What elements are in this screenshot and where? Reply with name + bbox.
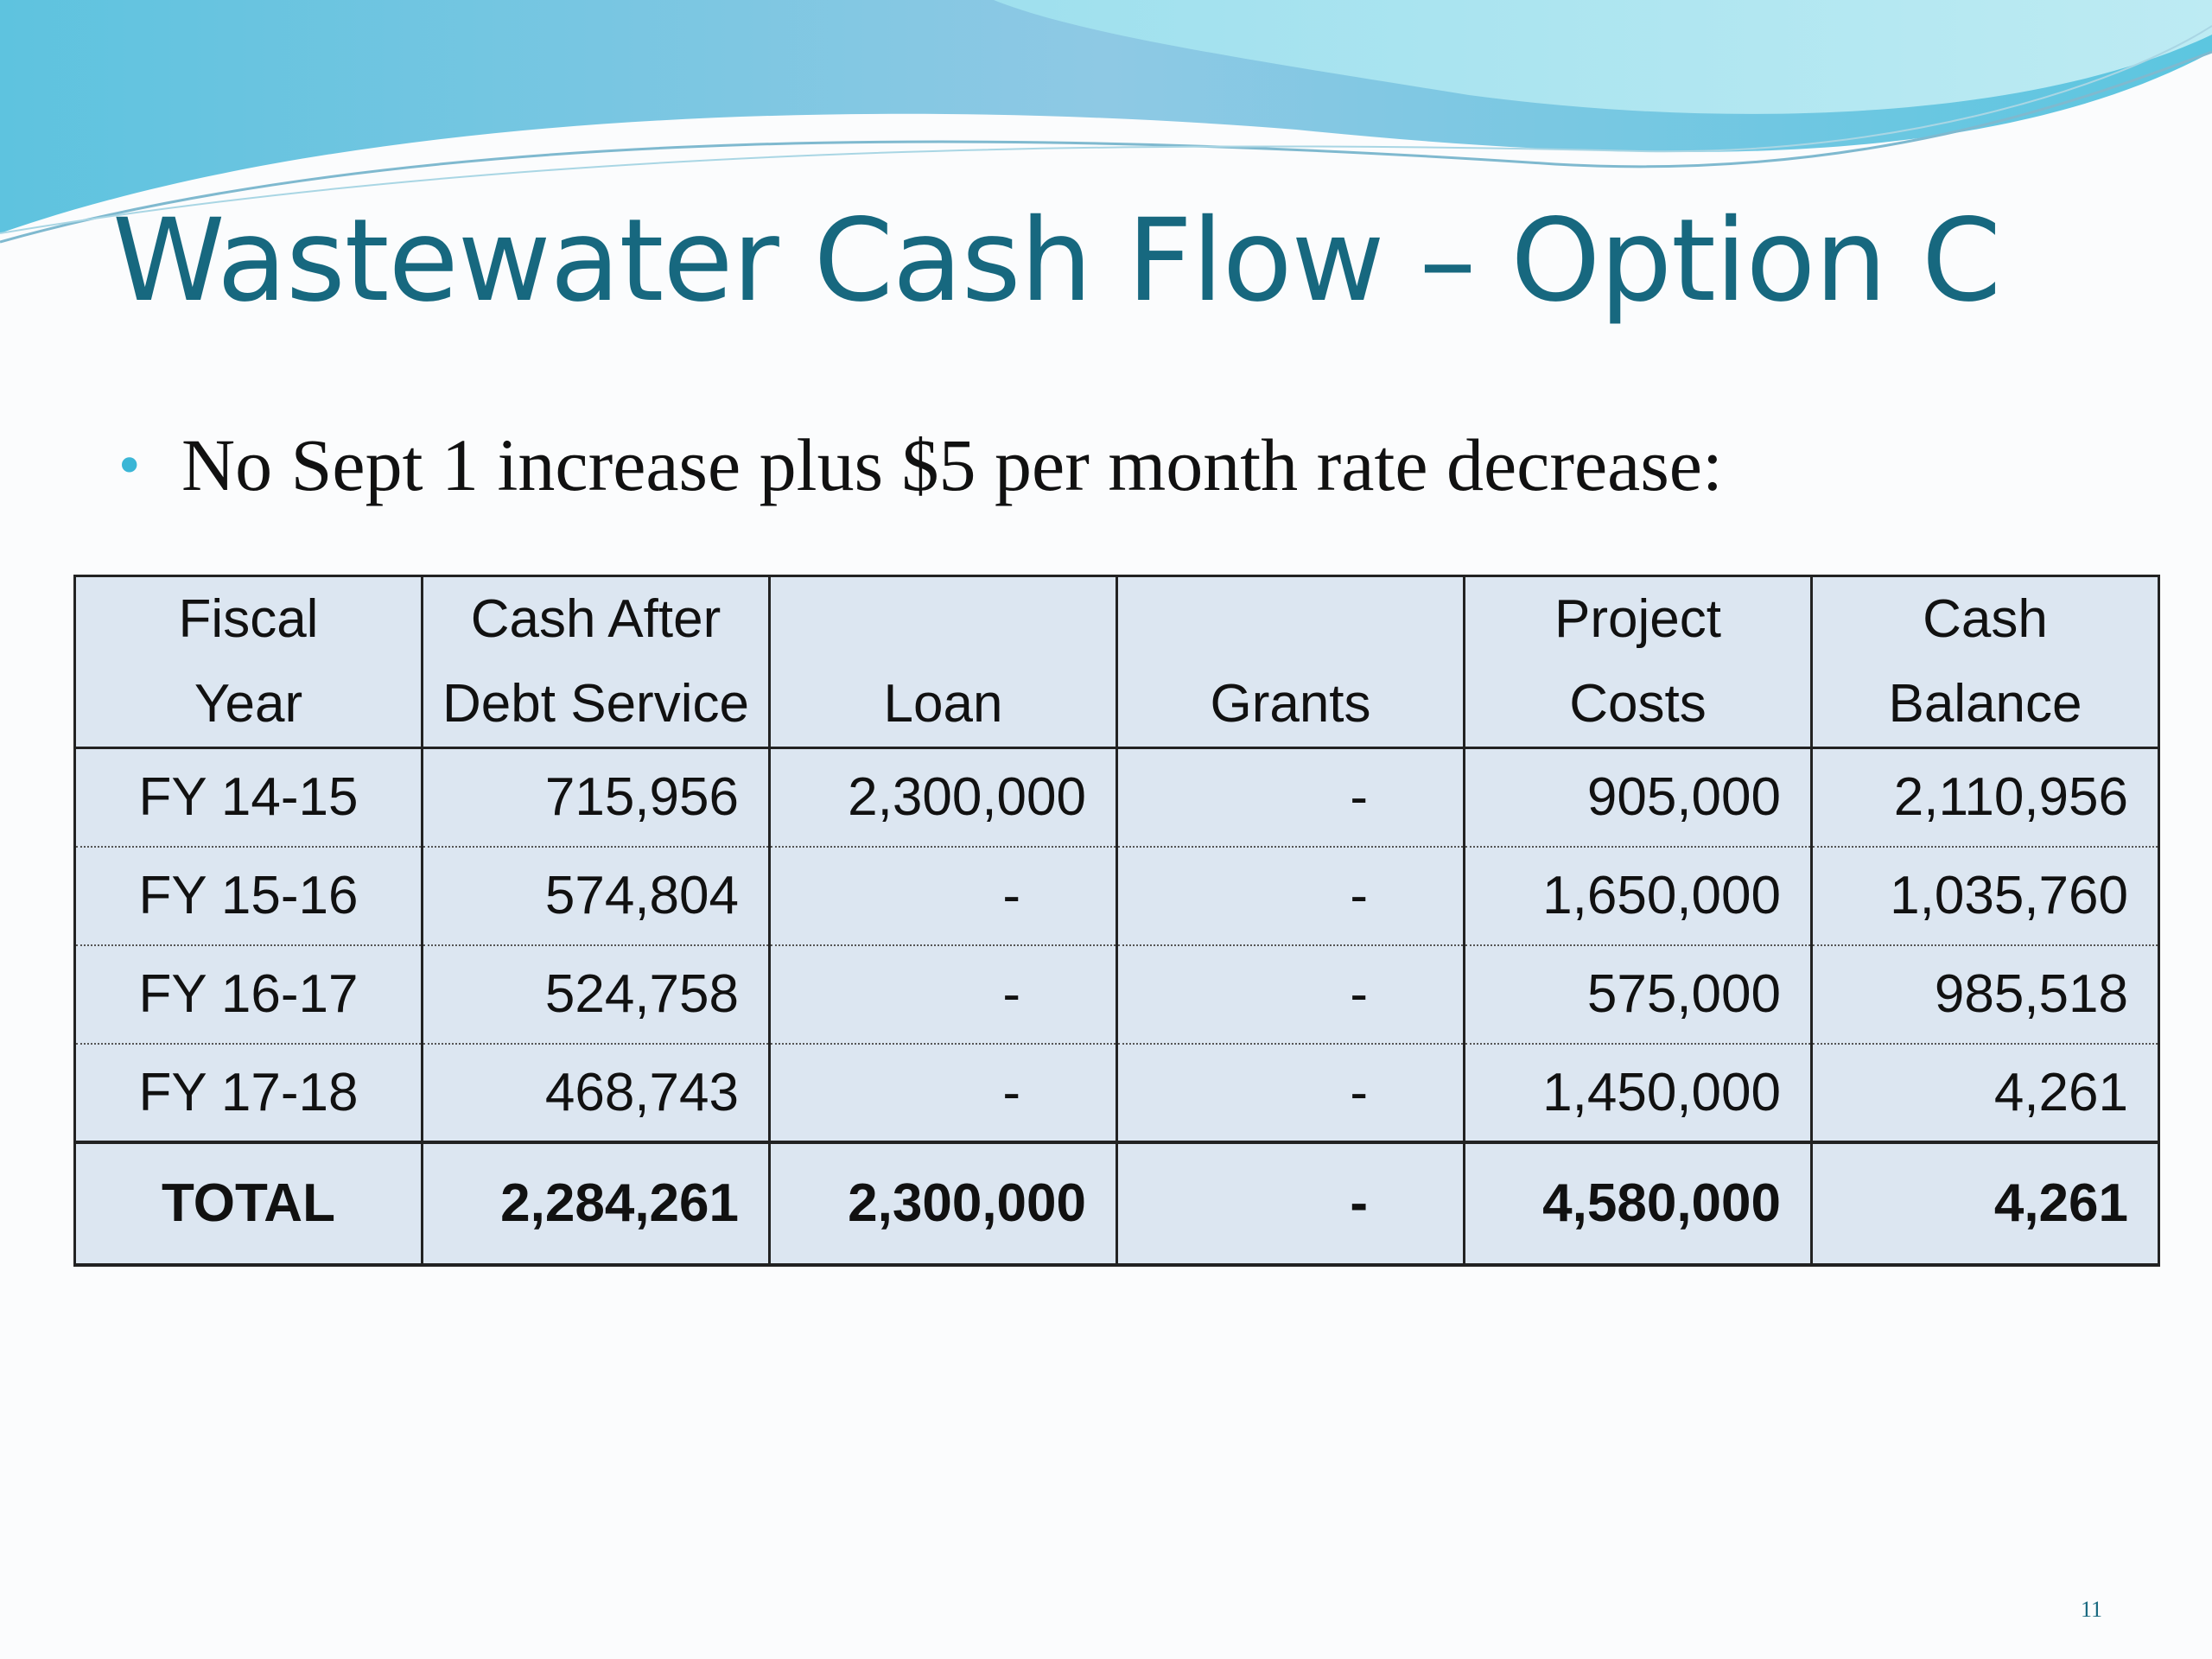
header-line: Year [194, 674, 303, 734]
table-cell: FY 17-18 [73, 1043, 423, 1143]
header-line: Costs [1569, 674, 1707, 734]
table-cell: - [1116, 846, 1465, 946]
cash-flow-table: Fiscal Year Cash After Debt Service Loan Gran… [73, 575, 2160, 1267]
header-line: Project [1554, 589, 1721, 649]
table-cell: 1,035,760 [1810, 846, 2160, 946]
header-cell: Grants [1116, 575, 1465, 749]
table-cell: - [1116, 1043, 1465, 1143]
table-cell: 2,284,261 [421, 1140, 771, 1267]
header-line: Grants [1210, 674, 1371, 734]
bullet-text: No Sept 1 increase plus $5 per month rat… [181, 423, 1723, 506]
header-cell: Project Costs [1463, 575, 1813, 749]
header-cell: Fiscal Year [73, 575, 423, 749]
table-cell: 4,261 [1810, 1043, 2160, 1143]
slide-title: Wastewater Cash Flow – Option C [112, 194, 2001, 327]
header-line: Loan [883, 674, 1003, 734]
table-cell: FY 14-15 [73, 747, 423, 848]
header-line: Debt Service [442, 674, 749, 734]
data-row: FY 15-16 574,804- -1,650,000 1,035,760 [73, 846, 2160, 946]
table-cell: 2,300,000 [768, 1140, 1118, 1267]
page-number: 11 [2081, 1597, 2103, 1622]
total-row: TOTAL 2,284,261 2,300,000-4,580,000 4,261 [73, 1140, 2160, 1267]
table-cell: - [1116, 1140, 1465, 1267]
header-row: Fiscal Year Cash After Debt Service Loan Gran… [73, 575, 2160, 749]
table-cell: 1,450,000 [1463, 1043, 1813, 1143]
data-row: FY 17-18 468,743- -1,450,000 4,261 [73, 1043, 2160, 1143]
table-cell: 905,000 [1463, 747, 1813, 848]
header-line: Fiscal [178, 589, 319, 649]
table-cell: FY 15-16 [73, 846, 423, 946]
header-line: Cash [1923, 589, 2048, 649]
header-line: Balance [1888, 674, 2082, 734]
table-cell: 468,743 [421, 1043, 771, 1143]
header-cell: Cash After Debt Service [421, 575, 771, 749]
table-cell: FY 16-17 [73, 944, 423, 1045]
table-cell: - [1116, 747, 1465, 848]
table-cell: 575,000 [1463, 944, 1813, 1045]
header-cell: Cash Balance [1810, 575, 2160, 749]
table-cell: 985,518 [1810, 944, 2160, 1045]
table-cell: 524,758 [421, 944, 771, 1045]
table-cell: 715,956 [421, 747, 771, 848]
data-row: FY 16-17 524,758- -575,000 985,518 [73, 944, 2160, 1045]
bullet-marker: • [114, 436, 145, 497]
table-cell: 4,580,000 [1463, 1140, 1813, 1267]
table-cell: 2,300,000 [768, 747, 1118, 848]
table-cell: - [768, 944, 1118, 1045]
header-line: Cash After [470, 589, 721, 649]
table-cell: - [768, 1043, 1118, 1143]
table-cell: - [1116, 944, 1465, 1045]
table-cell: TOTAL [73, 1140, 423, 1267]
table-cell: 574,804 [421, 846, 771, 946]
table-cell: 1,650,000 [1463, 846, 1813, 946]
table-cell: - [768, 846, 1118, 946]
header-cell: Loan [768, 575, 1118, 749]
table-cell: 2,110,956 [1810, 747, 2160, 848]
table-cell: 4,261 [1810, 1140, 2160, 1267]
header-wave [0, 0, 2212, 244]
data-row: FY 14-15 715,956 2,300,000-905,000 2,110,95… [73, 747, 2160, 848]
